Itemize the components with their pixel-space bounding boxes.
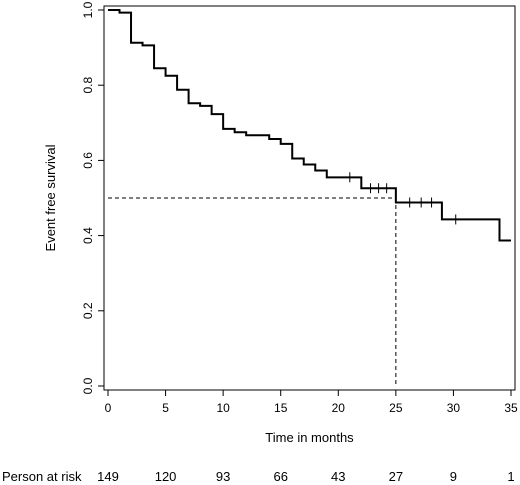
risk-table-value: 9 (450, 469, 457, 484)
x-tick-label: 5 (162, 401, 169, 415)
axes-group: 0 5 10 15 20 25 30 35 0.0 0.2 0.4 0.6 0.8 1.0 Time in … (43, 1, 518, 445)
censor-marks-group (349, 172, 457, 225)
risk-table-value: 1 (507, 469, 514, 484)
risk-table-value: 66 (273, 469, 287, 484)
y-axis-title: Event free survival (43, 144, 58, 251)
x-tick-label: 10 (216, 401, 230, 415)
risk-table-value: 93 (216, 469, 230, 484)
risk-table-value: 27 (389, 469, 403, 484)
y-tick-label: 0.8 (81, 77, 95, 94)
y-tick-label: 0.2 (81, 302, 95, 319)
risk-table-value: 149 (97, 469, 119, 484)
y-tick-label: 0.0 (81, 377, 95, 394)
y-tick-label: 0.4 (81, 227, 95, 244)
x-tick-label: 35 (504, 401, 518, 415)
survival-curve-group (108, 9, 511, 242)
y-tick-label: 1.0 (81, 1, 95, 18)
risk-table-label: Person at risk (2, 469, 82, 484)
median-reference-group (108, 197, 397, 386)
risk-table-value: 43 (331, 469, 345, 484)
x-tick-label: 0 (105, 401, 112, 415)
x-tick-label: 15 (274, 401, 288, 415)
x-tick-label: 25 (389, 401, 403, 415)
risk-table-value: 120 (155, 469, 177, 484)
survival-step-line (108, 9, 511, 242)
x-axis-title: Time in months (265, 430, 354, 445)
x-tick-label: 30 (447, 401, 461, 415)
x-tick-label: 20 (332, 401, 346, 415)
y-tick-label: 0.6 (81, 152, 95, 169)
risk-table-group: Person at risk 149 120 93 66 43 27 9 1 (2, 469, 515, 484)
plot-frame (103, 5, 516, 391)
